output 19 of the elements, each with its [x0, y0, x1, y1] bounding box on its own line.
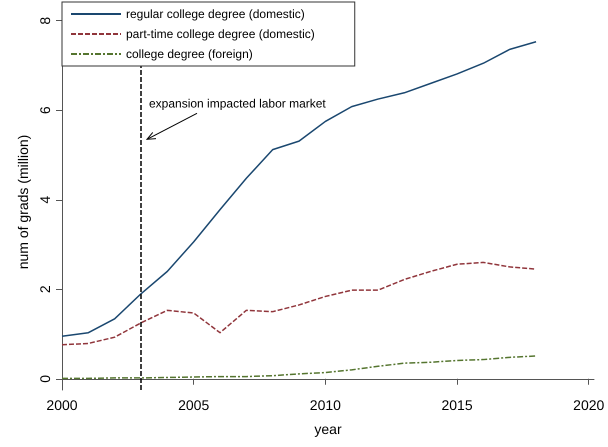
y-tick-label: 4: [37, 196, 53, 204]
annotation: expansion impacted labor market: [149, 96, 326, 110]
legend-label: college degree (foreign): [126, 47, 253, 61]
y-tick-label: 6: [37, 106, 53, 114]
x-tick-label: 2015: [441, 397, 473, 413]
y-tick-label: 0: [37, 374, 53, 383]
legend-label: regular college degree (domestic): [126, 7, 305, 21]
x-tick-label: 2010: [310, 397, 342, 413]
line-series: [61, 355, 537, 380]
y-tick-label: 8: [37, 16, 53, 25]
legend-label: part-time college degree (domestic): [126, 27, 315, 41]
x-tick-label: 2005: [178, 397, 210, 413]
y-axis-title: num of grads (million): [15, 134, 32, 270]
line-series: [61, 262, 537, 346]
x-tick-label: 2020: [573, 397, 605, 413]
x-axis-title: year: [314, 421, 342, 437]
line-series: [61, 41, 537, 338]
y-tick-label: 2: [37, 285, 53, 294]
x-tick-label: 2000: [46, 397, 78, 413]
